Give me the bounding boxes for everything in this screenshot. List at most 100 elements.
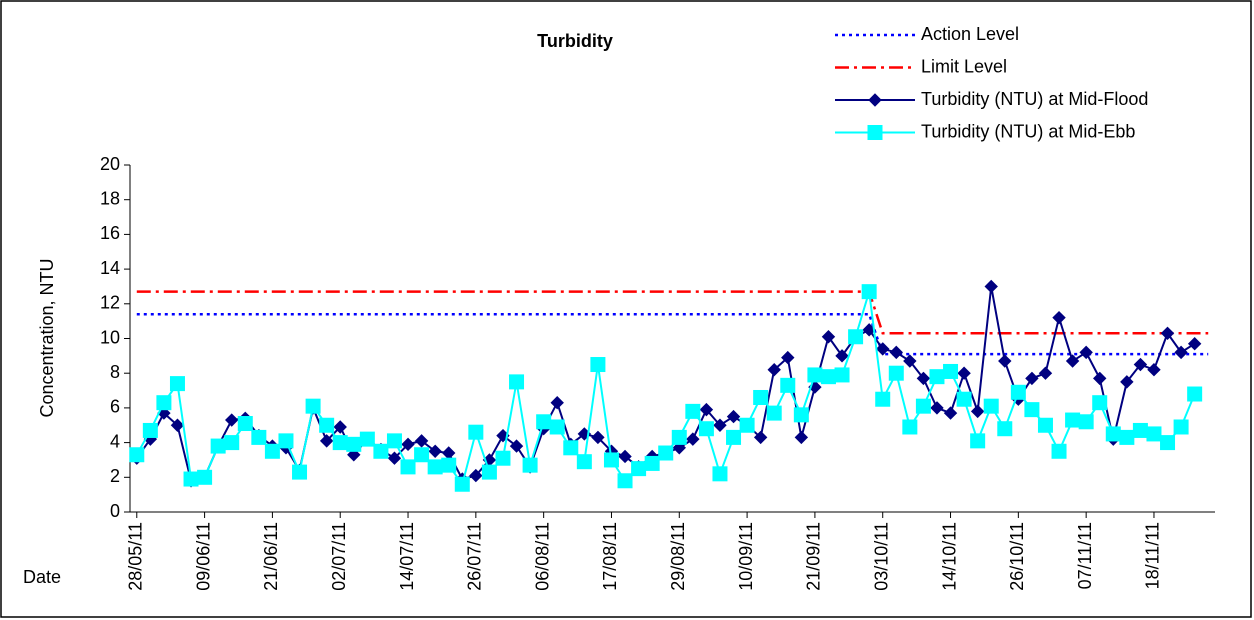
- marker-diamond: [401, 437, 415, 452]
- marker-diamond: [916, 371, 931, 386]
- marker-diamond: [686, 432, 700, 446]
- marker-square: [1010, 384, 1026, 400]
- marker-square: [1160, 435, 1176, 451]
- marker-square: [712, 466, 728, 482]
- x-tick-label: 02/07/11: [329, 522, 349, 591]
- x-tick-label: 14/10/11: [939, 522, 959, 591]
- y-tick-label: 12: [100, 293, 120, 313]
- y-tick-label: 18: [100, 188, 120, 208]
- legend-label: Action Level: [921, 24, 1019, 44]
- marker-square: [197, 469, 213, 485]
- series-line: [136, 290, 1209, 335]
- marker-square: [631, 461, 647, 477]
- x-tick-label: 07/11/11: [1075, 522, 1095, 589]
- y-tick-label: 8: [110, 362, 120, 382]
- marker-square: [400, 459, 416, 475]
- marker-square: [698, 421, 714, 437]
- y-axis-label: Concentration, NTU: [37, 258, 57, 417]
- marker-diamond: [509, 439, 524, 453]
- marker-square: [237, 416, 253, 432]
- marker-square: [495, 450, 511, 466]
- marker-square: [1146, 426, 1162, 442]
- marker-square: [468, 424, 484, 440]
- marker-diamond: [930, 401, 944, 415]
- marker-diamond: [387, 451, 402, 465]
- marker-square: [766, 405, 782, 421]
- marker-square: [739, 417, 755, 433]
- marker-diamond: [821, 330, 836, 344]
- marker-diamond: [469, 468, 483, 483]
- marker-diamond: [984, 279, 998, 294]
- legend-label: Turbidity (NTU) at Mid-Flood: [921, 89, 1148, 109]
- marker-square: [1065, 412, 1081, 428]
- marker-square: [997, 421, 1013, 437]
- marker-square: [183, 471, 199, 487]
- marker-square: [685, 403, 701, 419]
- marker-diamond: [1025, 371, 1039, 386]
- marker-square: [848, 329, 864, 345]
- marker-diamond: [1187, 336, 1202, 351]
- marker-square: [1119, 429, 1135, 445]
- marker-diamond: [1147, 363, 1161, 377]
- marker-square: [210, 438, 226, 454]
- marker-square: [142, 422, 158, 438]
- legend-label: Limit Level: [921, 56, 1007, 76]
- marker-square: [251, 429, 267, 445]
- x-axis-label: Date: [23, 567, 61, 587]
- marker-square: [278, 433, 294, 449]
- marker-square: [1187, 386, 1203, 402]
- marker-square: [224, 435, 240, 451]
- marker-square: [1132, 422, 1148, 438]
- marker-diamond: [1160, 326, 1175, 341]
- y-tick-label: 0: [110, 501, 120, 521]
- marker-diamond: [428, 444, 442, 458]
- y-tick-label: 6: [110, 397, 120, 417]
- marker-square: [902, 419, 918, 435]
- marker-diamond: [767, 363, 781, 377]
- marker-square: [536, 414, 552, 430]
- marker-square: [875, 391, 891, 407]
- marker-square: [956, 391, 972, 407]
- marker-diamond: [170, 418, 185, 432]
- marker-diamond: [794, 430, 809, 445]
- marker-square: [644, 455, 660, 471]
- marker-square: [861, 284, 877, 300]
- marker-diamond: [903, 354, 917, 368]
- marker-square: [983, 398, 999, 414]
- marker-square: [590, 357, 606, 373]
- marker-square: [522, 457, 538, 473]
- x-tick-label: 17/08/11: [600, 522, 620, 591]
- marker-diamond: [726, 409, 741, 424]
- marker-square: [441, 457, 457, 473]
- y-tick-label: 20: [100, 154, 120, 174]
- marker-square: [332, 435, 348, 451]
- marker-diamond: [781, 350, 795, 365]
- marker-square: [549, 419, 565, 435]
- marker-diamond: [333, 420, 347, 434]
- y-tick-label: 10: [100, 327, 120, 347]
- x-tick-label: 06/08/11: [532, 522, 552, 591]
- marker-square: [509, 374, 525, 390]
- marker-square: [129, 447, 145, 463]
- x-tick-label: 09/06/11: [193, 522, 213, 591]
- marker-diamond: [618, 449, 632, 464]
- marker-square: [793, 407, 809, 423]
- marker-square: [807, 367, 823, 383]
- marker-diamond: [1052, 310, 1066, 325]
- marker-diamond: [1093, 371, 1107, 386]
- legend-label: Turbidity (NTU) at Mid-Ebb: [921, 121, 1135, 141]
- marker-square: [1105, 426, 1121, 442]
- marker-diamond: [1174, 345, 1188, 360]
- marker-square: [373, 443, 389, 459]
- marker-diamond: [970, 404, 985, 419]
- x-tick-label: 03/10/11: [871, 522, 891, 591]
- marker-diamond: [225, 413, 239, 427]
- marker-diamond: [1065, 354, 1080, 368]
- x-tick-label: 26/07/11: [465, 522, 485, 591]
- marker-diamond: [550, 395, 564, 410]
- marker-square: [169, 376, 185, 392]
- marker-diamond: [1120, 375, 1134, 389]
- marker-square: [319, 417, 335, 433]
